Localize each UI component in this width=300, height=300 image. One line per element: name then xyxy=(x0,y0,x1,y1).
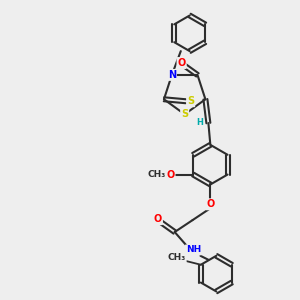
Text: NH: NH xyxy=(186,245,201,254)
Text: N: N xyxy=(168,70,176,80)
Text: O: O xyxy=(178,58,186,68)
Text: CH₃: CH₃ xyxy=(147,170,166,179)
Text: S: S xyxy=(187,96,194,106)
Text: CH₃: CH₃ xyxy=(168,253,186,262)
Text: O: O xyxy=(166,169,175,180)
Text: O: O xyxy=(206,199,214,209)
Text: S: S xyxy=(181,109,188,119)
Text: H: H xyxy=(196,118,203,127)
Text: O: O xyxy=(154,214,162,224)
